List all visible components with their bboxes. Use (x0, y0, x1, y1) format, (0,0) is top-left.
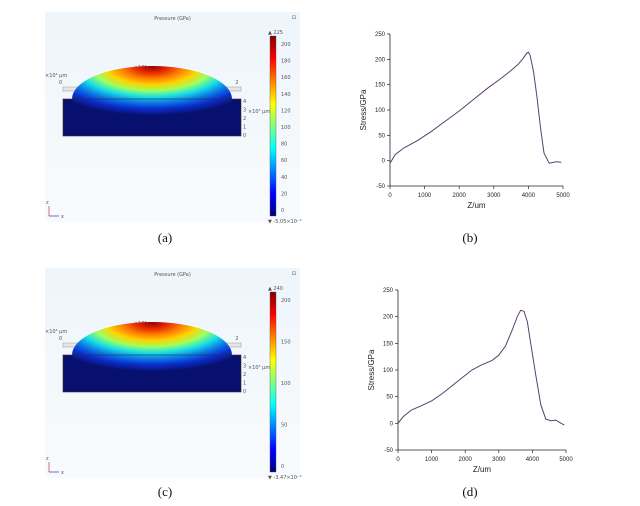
x-tick-label: 2 (235, 80, 238, 86)
y-tick-label: 150 (375, 83, 386, 89)
y-tick-label: 1 (243, 381, 246, 387)
y-tick-label: 200 (383, 315, 394, 321)
scale-min-label: ▼ -5.05×10⁻³ (268, 219, 302, 225)
x-tick-label: 5000 (559, 457, 573, 463)
scale-tick-label: 40 (281, 175, 287, 181)
scale-tick-label: 200 (281, 42, 291, 48)
x-tick-label: 3000 (487, 193, 501, 199)
origin-label: 0 (59, 80, 62, 86)
sim-title: Pressure (GPa) (154, 272, 191, 278)
x-tick-label: 2 (235, 336, 238, 342)
y-tick-label: 2 (243, 116, 246, 122)
y-tick-label: 4 (243, 355, 246, 361)
scale-tick-label: 180 (281, 59, 291, 65)
x-tick-label: 1000 (418, 193, 432, 199)
substrate-outline (62, 98, 242, 137)
y-tick-label: 50 (386, 395, 393, 401)
scale-max-label: ▲ 225 (268, 30, 283, 36)
scale-tick-label: 100 (281, 125, 291, 131)
scale-tick-label: 160 (281, 75, 291, 81)
left-axis-unit: ×10⁴ μm (45, 73, 67, 79)
panel-caption: (a) (158, 230, 172, 245)
y-tick-label: 250 (375, 32, 386, 38)
y-tick-label: 150 (383, 341, 394, 347)
panel-caption: (d) (462, 484, 477, 499)
sim-title: Pressure (GPa) (154, 16, 191, 22)
y-tick-label: 1 (243, 125, 246, 131)
x-tick-label: 0 (388, 193, 392, 199)
triad-x-label: x (61, 470, 64, 476)
triad-x-label: x (61, 214, 64, 220)
y-tick-label: 100 (375, 108, 386, 114)
y-tick-label: 0 (390, 421, 394, 427)
panel-caption: (c) (158, 484, 172, 499)
scale-tick-label: 200 (281, 298, 291, 304)
right-axis-unit: ×10³ μm (248, 365, 270, 371)
x-tick-label: 4000 (526, 457, 540, 463)
y-tick-label: 0 (382, 159, 386, 165)
scale-tick-label: 0 (281, 464, 284, 470)
scale-tick-label: 150 (281, 340, 291, 346)
x-tick-label: 0 (396, 457, 400, 463)
x-tick-label: 4000 (522, 193, 536, 199)
y-tick-label: 4 (243, 99, 246, 105)
y-tick-label: 50 (378, 133, 385, 139)
color-scale-bar (269, 291, 277, 473)
y-axis-label: Stress/GPa (367, 349, 376, 390)
sim-menu-icon: ⊡ (292, 271, 296, 277)
series-line-0 (397, 309, 565, 426)
right-axis-unit: ×10³ μm (248, 109, 270, 115)
panel-caption: (b) (462, 230, 477, 245)
x-tick-label: 3000 (492, 457, 506, 463)
y-tick-label: -50 (376, 184, 385, 190)
scale-tick-label: 140 (281, 92, 291, 98)
y-tick-label: 2 (243, 372, 246, 378)
y-tick-label: 3 (243, 108, 246, 114)
y-tick-label: 250 (383, 288, 394, 294)
scale-max-label: ▲ 240 (268, 286, 283, 292)
scale-tick-label: 0 (281, 208, 284, 214)
x-axis-label: Z/um (473, 465, 492, 474)
scale-min-label: ▼ -3.47×10⁻³ (268, 475, 302, 481)
left-axis-unit: ×10⁴ μm (45, 329, 67, 335)
origin-label: 0 (59, 336, 62, 342)
scale-tick-label: 100 (281, 381, 291, 387)
triad-z-label: z (46, 200, 49, 206)
scale-tick-label: 60 (281, 158, 287, 164)
simulation-panel-c: Pressure (GPa)⊡×10⁴ μm×10⁴ μm00.511.52×1… (45, 268, 302, 481)
scale-tick-label: 120 (281, 108, 291, 114)
x-tick-label: 5000 (556, 193, 570, 199)
simulation-panel-a: Pressure (GPa)⊡×10⁴ μm×10⁴ μm00.511.52×1… (45, 12, 302, 225)
substrate-outline (62, 354, 242, 393)
y-tick-label: 3 (243, 364, 246, 370)
x-axis-label: Z/um (467, 201, 486, 210)
x-tick-label: 2000 (453, 193, 467, 199)
sim-menu-icon: ⊡ (292, 15, 296, 21)
scale-tick-label: 50 (281, 423, 287, 429)
triad-z-label: z (46, 456, 49, 462)
x-tick-label: 2000 (459, 457, 473, 463)
y-tick-label: 200 (375, 57, 386, 63)
y-tick-label: -50 (384, 448, 393, 454)
y-axis-label: Stress/GPa (359, 89, 368, 130)
series-line-0 (389, 51, 562, 164)
scale-tick-label: 20 (281, 191, 287, 197)
y-tick-label: 0 (243, 389, 246, 395)
x-tick-label: 1000 (425, 457, 439, 463)
y-tick-label: 100 (383, 368, 394, 374)
scale-tick-label: 80 (281, 142, 287, 148)
y-tick-label: 0 (243, 133, 246, 139)
color-scale-bar (269, 35, 277, 217)
